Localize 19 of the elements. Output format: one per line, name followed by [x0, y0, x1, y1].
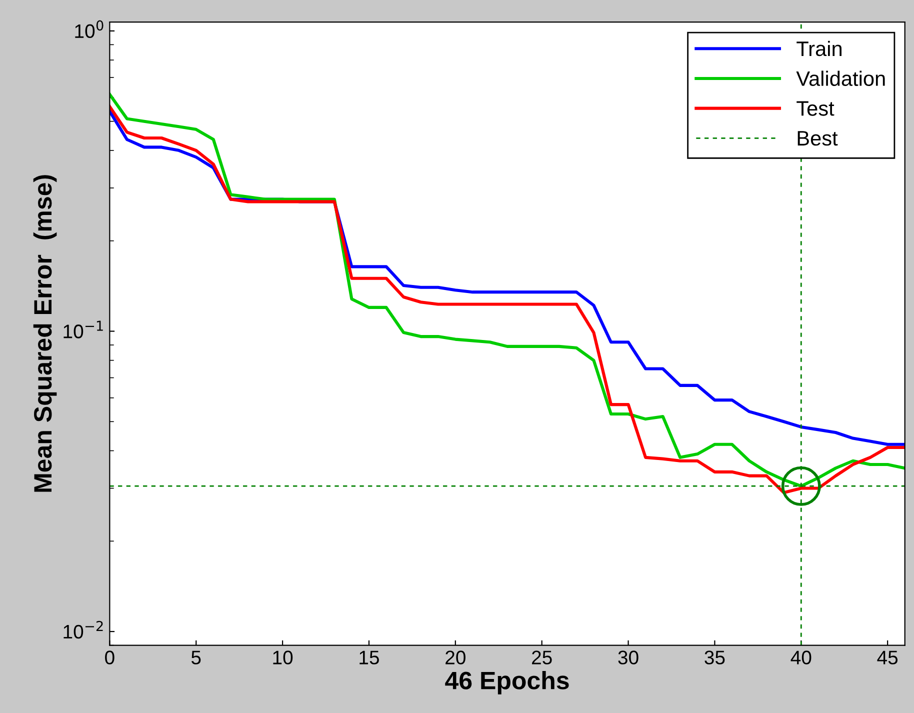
legend-label: Best: [798, 131, 838, 146]
y-tick-label: 10$^{0}$: [75, 20, 104, 38]
x-tick-label: 10: [273, 650, 293, 664]
y-axis-title: Mean Squared Error (mse): [33, 175, 57, 492]
y-tick-label: 10$^{−1}$: [64, 320, 103, 338]
x-tick-label: 30: [618, 650, 638, 664]
legend-label: Test: [796, 101, 834, 116]
x-tick-label: 40: [790, 650, 812, 664]
x-tick-label: 15: [360, 650, 379, 664]
x-axis-title: 46 Epochs: [445, 671, 569, 694]
x-tick-label: 5: [191, 650, 201, 664]
x-tick-label: 45: [877, 650, 898, 664]
y-tick-label: 10$^{−2}$: [64, 620, 103, 639]
x-tick-label: 35: [704, 650, 725, 664]
legend-label: Validation: [796, 70, 885, 86]
x-tick-label: 0: [105, 650, 114, 664]
x-tick-label: 25: [532, 650, 552, 664]
x-tick-label: 20: [446, 650, 466, 664]
legend-label: Train: [796, 40, 842, 56]
